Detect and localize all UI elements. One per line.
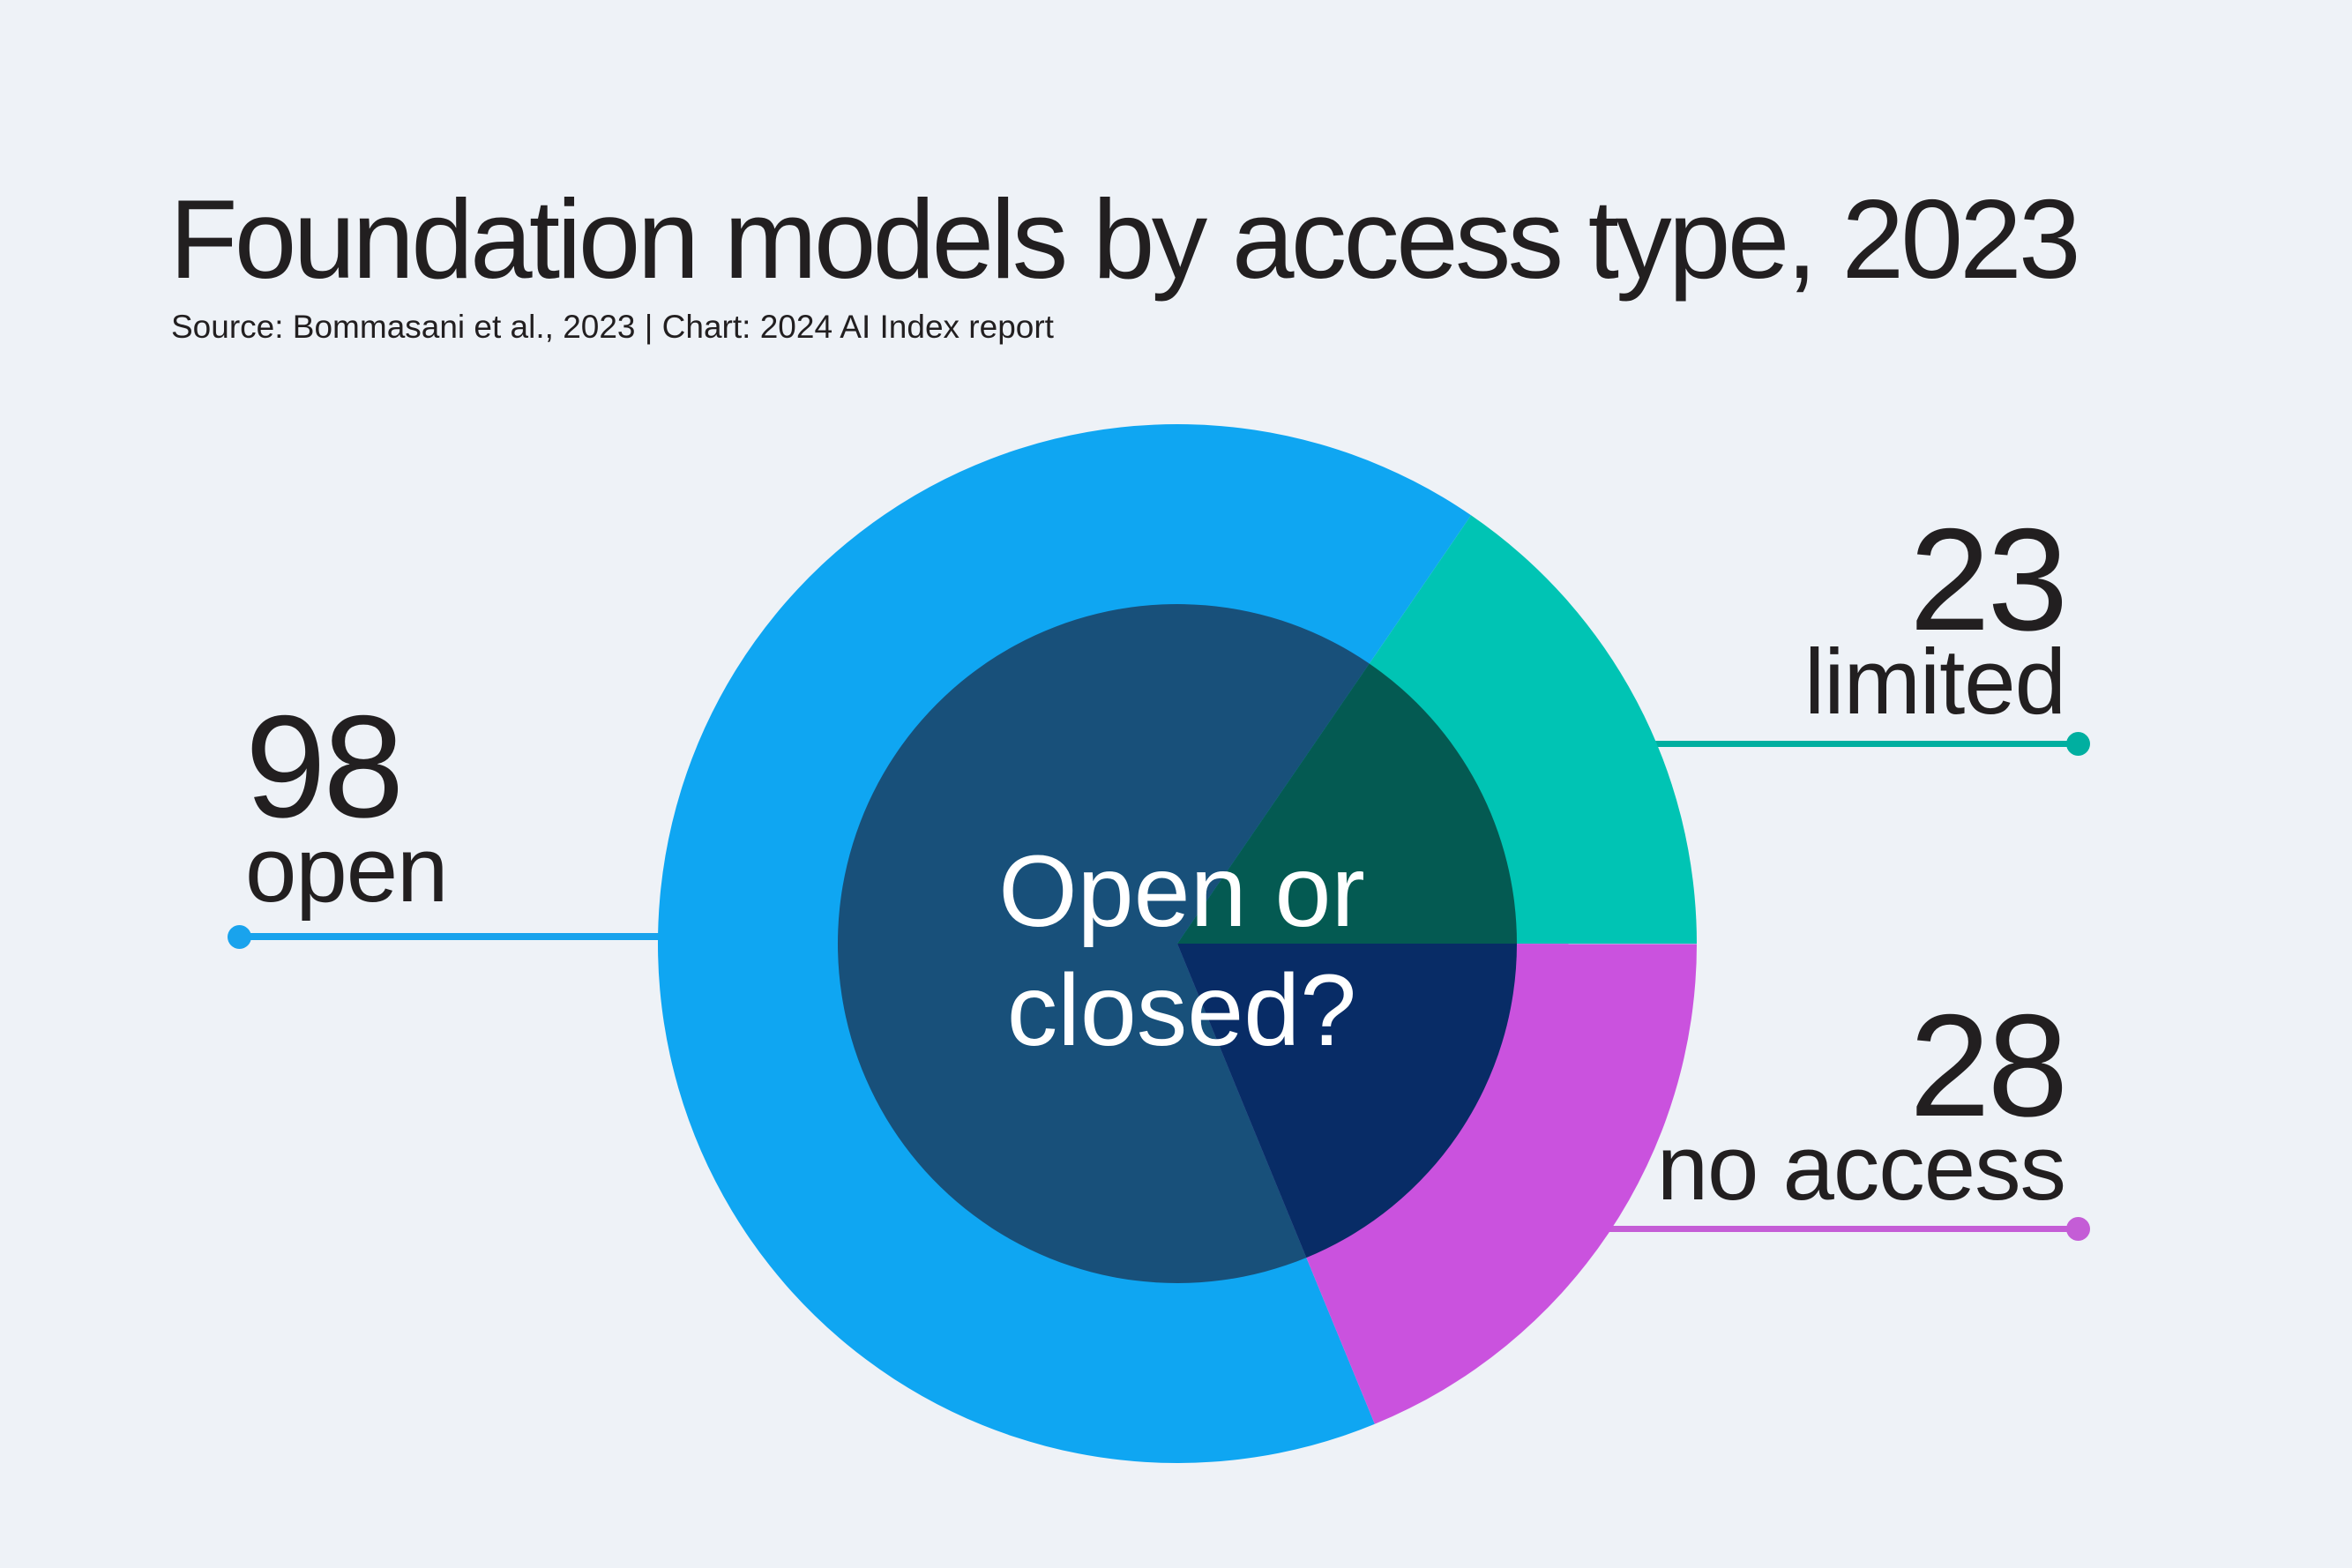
callout-open-label: open	[245, 818, 448, 922]
callout-no-access-value: 28	[1909, 984, 2068, 1146]
chart-title: Foundation models by access type, 2023	[169, 176, 2081, 302]
chart-source: Source: Bommasani et al., 2023 | Chart: …	[171, 309, 1054, 345]
callout-no-access-label: no access	[1656, 1116, 2066, 1220]
leader-line-open	[239, 933, 698, 940]
leader-dot-no-access	[2066, 1217, 2090, 1241]
leader-dot-limited	[2066, 732, 2090, 756]
donut-center-line2: closed?	[1006, 954, 1357, 1067]
callout-limited-label: limited	[1803, 631, 2066, 734]
donut-center-line1: Open or	[998, 835, 1365, 948]
callout-limited-value: 23	[1909, 498, 2068, 661]
callout-open-value: 98	[245, 685, 404, 847]
leader-line-no-access	[1587, 1226, 2078, 1232]
leader-line-limited	[1636, 741, 2078, 747]
donut-chart	[657, 423, 1697, 1463]
leader-dot-open	[228, 925, 251, 949]
donut-center-label: Open or closed?	[873, 833, 1490, 1071]
